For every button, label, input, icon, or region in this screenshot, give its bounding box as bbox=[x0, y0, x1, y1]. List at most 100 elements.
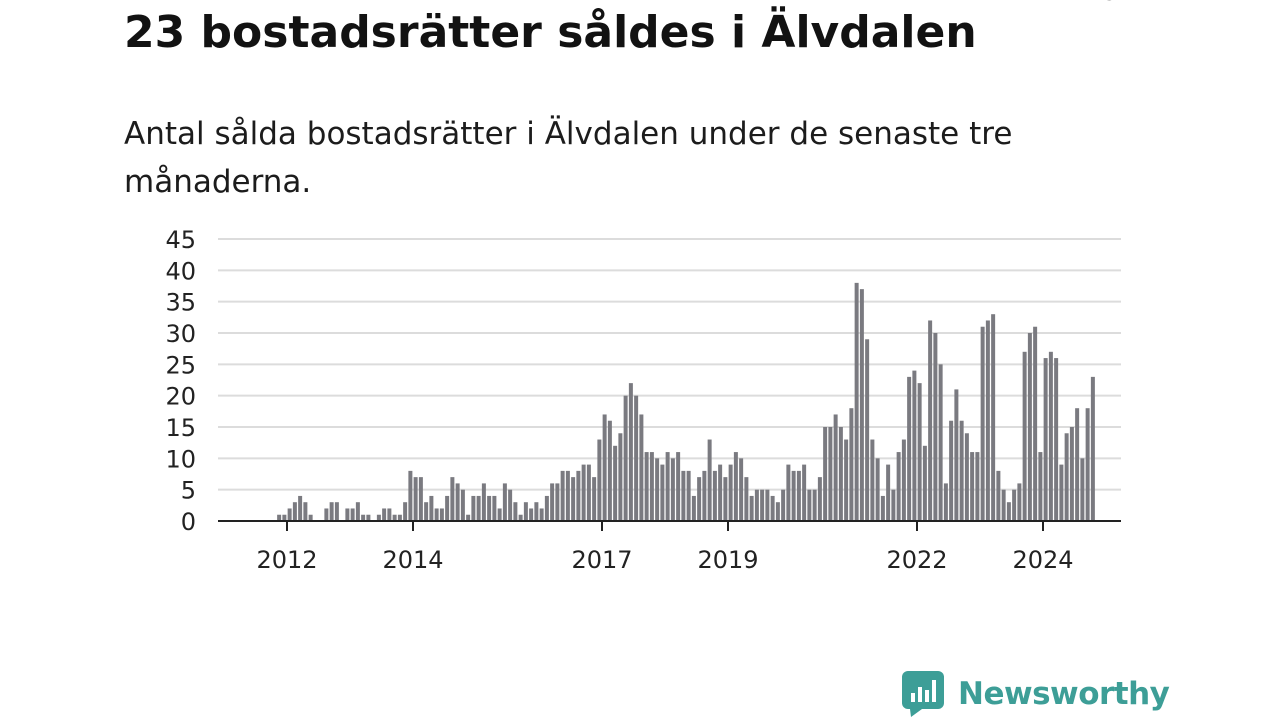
bar bbox=[876, 458, 880, 521]
bar bbox=[923, 446, 927, 521]
bar bbox=[802, 465, 806, 521]
bar bbox=[671, 458, 675, 521]
bar bbox=[991, 314, 995, 521]
bar bbox=[881, 496, 885, 521]
bar bbox=[356, 502, 360, 521]
bar bbox=[1059, 465, 1063, 521]
bar bbox=[954, 389, 958, 521]
bar bbox=[634, 396, 638, 521]
bar bbox=[1075, 408, 1079, 521]
bar bbox=[676, 452, 680, 521]
bar bbox=[986, 320, 990, 521]
x-tick-label: 2014 bbox=[382, 546, 443, 574]
bar bbox=[576, 471, 580, 521]
bar bbox=[492, 496, 496, 521]
bar bbox=[582, 465, 586, 521]
bar bbox=[902, 440, 906, 521]
bar bbox=[387, 508, 391, 521]
bar bbox=[975, 452, 979, 521]
bar bbox=[566, 471, 570, 521]
bar bbox=[645, 452, 649, 521]
bar bbox=[1080, 458, 1084, 521]
bar bbox=[944, 483, 948, 521]
bar bbox=[849, 408, 853, 521]
bar bbox=[718, 465, 722, 521]
bar bbox=[351, 508, 355, 521]
bar bbox=[776, 502, 780, 521]
bar bbox=[419, 477, 423, 521]
bar bbox=[755, 490, 759, 521]
grid-lines bbox=[218, 239, 1121, 490]
bar bbox=[545, 496, 549, 521]
bar bbox=[524, 502, 528, 521]
bar bbox=[456, 483, 460, 521]
bar bbox=[792, 471, 796, 521]
bar bbox=[592, 477, 596, 521]
bar bbox=[482, 483, 486, 521]
bar bbox=[1065, 433, 1069, 521]
y-tick-label: 40 bbox=[165, 257, 196, 285]
bar bbox=[414, 477, 418, 521]
bar bbox=[477, 496, 481, 521]
bar bbox=[534, 502, 538, 521]
bar bbox=[1007, 502, 1011, 521]
bar bbox=[891, 490, 895, 521]
y-tick-label: 45 bbox=[165, 226, 196, 254]
bar bbox=[886, 465, 890, 521]
bar bbox=[765, 490, 769, 521]
bar bbox=[288, 508, 292, 521]
bar bbox=[345, 508, 349, 521]
bar bbox=[498, 508, 502, 521]
bar bbox=[981, 327, 985, 521]
bar bbox=[303, 502, 307, 521]
bar bbox=[639, 414, 643, 521]
bar bbox=[382, 508, 386, 521]
bar bbox=[408, 471, 412, 521]
bar bbox=[298, 496, 302, 521]
x-tick-label: 2019 bbox=[697, 546, 758, 574]
bar bbox=[960, 421, 964, 521]
bar bbox=[786, 465, 790, 521]
bar bbox=[834, 414, 838, 521]
bar bbox=[713, 471, 717, 521]
bar bbox=[608, 421, 612, 521]
bar bbox=[655, 458, 659, 521]
bar bbox=[781, 490, 785, 521]
bar bbox=[687, 471, 691, 521]
bar bbox=[513, 502, 517, 521]
bar bbox=[813, 490, 817, 521]
x-tick-label: 2012 bbox=[256, 546, 317, 574]
bars bbox=[277, 283, 1095, 521]
bar bbox=[624, 396, 628, 521]
bar bbox=[744, 477, 748, 521]
bar bbox=[760, 490, 764, 521]
bar bbox=[429, 496, 433, 521]
bar bbox=[1070, 427, 1074, 521]
bar bbox=[734, 452, 738, 521]
bar bbox=[933, 333, 937, 521]
bar bbox=[335, 502, 339, 521]
bar bbox=[739, 458, 743, 521]
bar bbox=[650, 452, 654, 521]
bar bbox=[771, 496, 775, 521]
bar bbox=[1038, 452, 1042, 521]
bar bbox=[330, 502, 334, 521]
bar bbox=[897, 452, 901, 521]
bar bbox=[965, 433, 969, 521]
bar bbox=[666, 452, 670, 521]
bar bbox=[1017, 483, 1021, 521]
bar bbox=[928, 320, 932, 521]
bar bbox=[1054, 358, 1058, 521]
bar bbox=[618, 433, 622, 521]
bar bbox=[587, 465, 591, 521]
bar-chart-speech-bubble-icon bbox=[902, 671, 944, 717]
bar bbox=[865, 339, 869, 521]
bar bbox=[823, 427, 827, 521]
bar bbox=[697, 477, 701, 521]
bar bbox=[870, 440, 874, 521]
y-tick-label: 10 bbox=[165, 445, 196, 473]
bar bbox=[839, 427, 843, 521]
bar bbox=[613, 446, 617, 521]
bar bbox=[508, 490, 512, 521]
bar bbox=[529, 508, 533, 521]
